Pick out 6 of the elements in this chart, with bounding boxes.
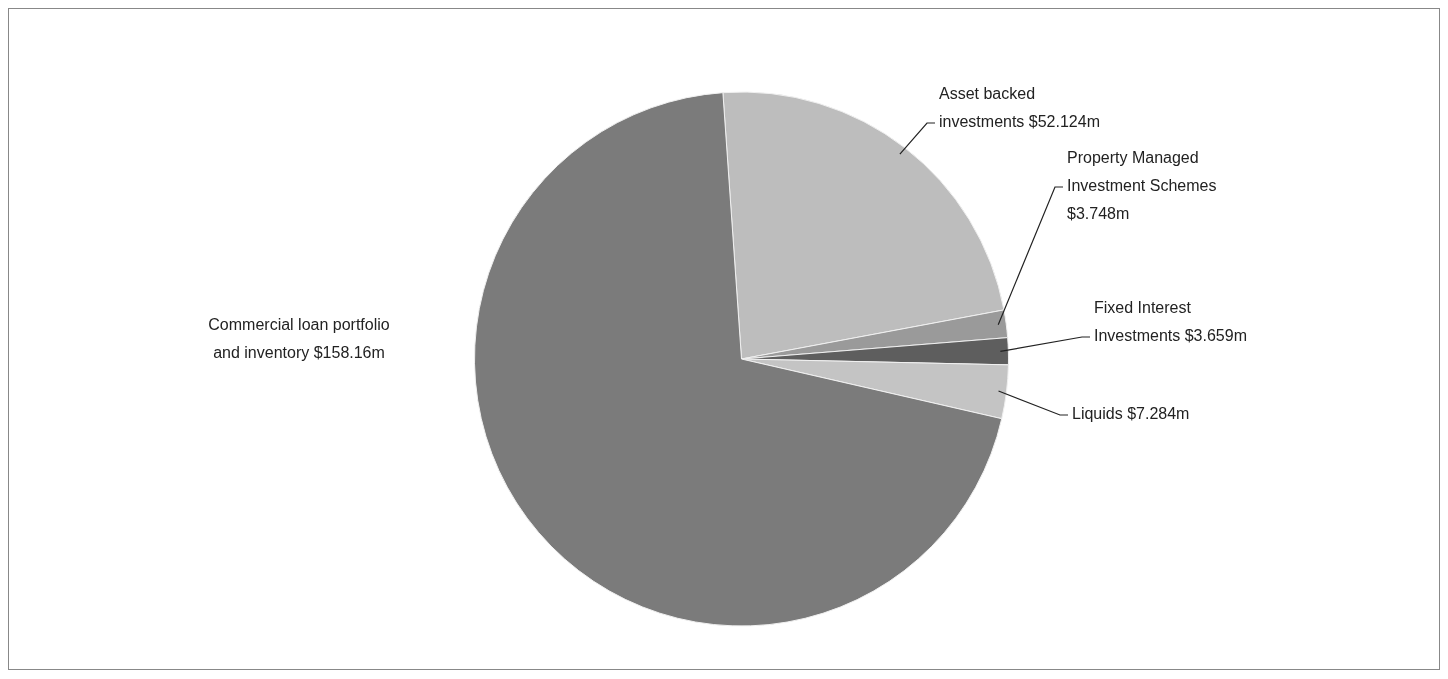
slice-label: Asset backed investments $52.124m (939, 85, 1100, 131)
slice-label: Liquids $7.284m (1072, 405, 1190, 423)
slice-label: Commercial loan portfolio and inventory $158.16m (208, 316, 390, 362)
data-label: $3.748m (1067, 205, 1130, 223)
slice-label: Property Managed Investment Schemes (1067, 149, 1217, 195)
slice-label: Fixed Interest Investments $3.659m (1094, 299, 1247, 345)
